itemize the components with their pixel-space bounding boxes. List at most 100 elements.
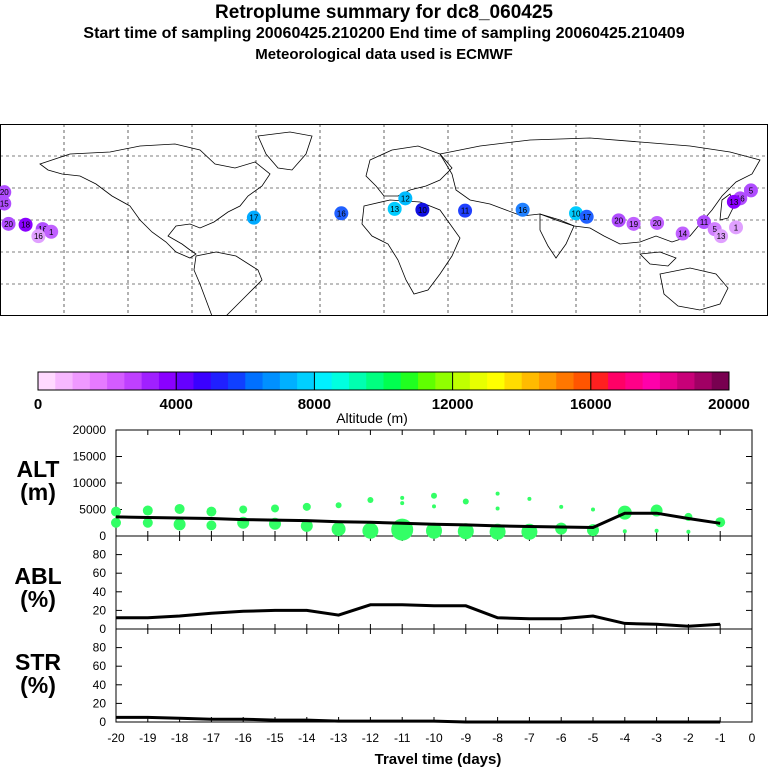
alt-scatter-point-26 [495, 491, 500, 496]
map-point-5 [44, 224, 59, 239]
colorbar-swatch-36 [659, 372, 678, 390]
colorbar-swatch-26 [487, 372, 505, 390]
x-axis-ticks: -20 -19 -18 -17 -16 -15 -14 -13 -12 -11 -10 -9 -8 -7-… [107, 430, 756, 745]
colorbar-swatch-20 [383, 372, 402, 390]
colorbar-tick-label-2: 8000 [298, 396, 331, 413]
alt-scatter-point-8 [239, 505, 248, 514]
colorbar-swatch-21 [400, 372, 419, 390]
str-ytick-label-4: 80 [93, 641, 107, 655]
alt-scatter-point-17 [362, 522, 379, 539]
colorbar-swatch-13 [262, 372, 281, 390]
panel-frames [115, 429, 753, 723]
map-point-3 [18, 217, 33, 232]
map-point-label-15: 17 [582, 213, 591, 222]
alt-scatter-point-38 [654, 528, 659, 533]
alt-scatter-point-10 [271, 504, 279, 513]
alt-panel-frame [115, 429, 753, 537]
colorbar-swatch-17 [331, 372, 350, 390]
europe-coast [365, 145, 453, 197]
islands-coast [639, 251, 677, 267]
map-point-label-19: 11 [700, 218, 709, 227]
chart-title: Retroplume summary for dc8_060425 [215, 2, 553, 23]
colorbar-swatch-23 [435, 372, 454, 390]
map-point-16 [611, 213, 626, 228]
abl-ytick-label-0: 0 [99, 622, 106, 636]
map-point-17 [626, 216, 641, 231]
map-point-22 [714, 229, 729, 244]
map-point-0 [0, 185, 12, 200]
map-point-label-8: 16 [337, 209, 346, 218]
alt-scatter-point-3 [142, 517, 153, 528]
xtick-label-6: -14 [298, 731, 316, 745]
colorbar-tick-label-4: 16000 [570, 396, 612, 413]
colorbar-swatch-4 [107, 372, 125, 390]
abl-ytick-label-4: 80 [93, 548, 107, 562]
xtick-label-5: -15 [266, 731, 284, 745]
alt-scatter-point-7 [206, 520, 217, 531]
map-point-label-5: 1 [49, 228, 54, 237]
colorbar-swatch-14 [279, 372, 298, 390]
alt-scatter-point-15 [331, 522, 346, 537]
map-point-label-9: 13 [390, 205, 399, 214]
colorbar-swatch-15 [297, 372, 315, 390]
map-point-26 [726, 194, 741, 209]
str-ytick-label-0: 0 [99, 715, 106, 729]
alt-mean-line [115, 511, 721, 530]
colorbar-swatch-37 [677, 372, 695, 390]
colorbar-swatch-3 [89, 372, 108, 390]
map-point-21 [729, 220, 743, 235]
str-ytick-label-3: 60 [93, 659, 107, 673]
alt-scatter-point-12 [302, 502, 311, 511]
colorbar-swatch-33 [608, 372, 626, 390]
alt-scatter-point-5 [173, 518, 186, 531]
map-point-label-14: 10 [572, 209, 581, 218]
xtick-label-1: -19 [139, 731, 157, 745]
abl-panel-frame [115, 535, 753, 630]
colorbar-swatch-0 [38, 372, 56, 390]
map-point-14 [569, 206, 583, 221]
alt-ytick-label-2: 10000 [73, 476, 107, 490]
africa-coast [361, 199, 461, 295]
map-point-label-7: 17 [249, 214, 258, 223]
map-point-8 [334, 206, 349, 221]
abl-ytick-label-3: 60 [93, 566, 107, 580]
colorbar-swatch-10 [210, 372, 229, 390]
alt-ytick-label-4: 20000 [73, 423, 107, 437]
map-point-18 [650, 215, 665, 230]
map-point-12 [458, 203, 473, 218]
colorbar-swatch-38 [694, 372, 713, 390]
colorbar-ticks: 0 4000 8000 12000 16000 20000 [34, 372, 750, 413]
map-point-13 [515, 202, 530, 217]
abl-panel-label: ABL [14, 563, 61, 589]
japan-coast [719, 193, 735, 221]
colorbar-swatch-18 [348, 372, 367, 390]
colorbar-swatch-32 [590, 372, 609, 390]
map-point-label-4: 16 [38, 225, 47, 234]
alt-ytick-label-1: 5000 [79, 503, 106, 517]
colorbar-tick-label-1: 4000 [160, 396, 193, 413]
map-point-label-22: 13 [717, 232, 726, 241]
map-point-label-13: 16 [518, 206, 527, 215]
alt-scatter-point-27 [495, 506, 500, 511]
abl-line [116, 603, 721, 628]
str-panel-units: (%) [20, 672, 56, 698]
colorbar-swatch-11 [228, 372, 246, 390]
colorbar-tick-label-5: 20000 [708, 396, 750, 413]
str-y-axis: 0 20 40 60 80 [93, 641, 752, 729]
asia-coast [439, 137, 761, 245]
abl-ytick-label-2: 40 [93, 585, 107, 599]
alt-panel-label: ALT [16, 456, 59, 482]
xtick-label-17: -3 [651, 731, 662, 745]
map-point-label-25: 16 [736, 194, 745, 203]
india-coast [539, 213, 575, 259]
alt-scatter-point-23 [426, 522, 442, 539]
map-point-7 [246, 210, 261, 225]
xtick-label-3: -17 [203, 731, 221, 745]
colorbar-swatch-22 [418, 372, 436, 390]
colorbar-swatches [38, 372, 730, 390]
sampling-times: Start time of sampling 20060425.210200 E… [83, 25, 685, 42]
alt-scatter-point-25 [457, 523, 474, 540]
colorbar-swatch-12 [245, 372, 264, 390]
xtick-label-15: -5 [588, 731, 599, 745]
